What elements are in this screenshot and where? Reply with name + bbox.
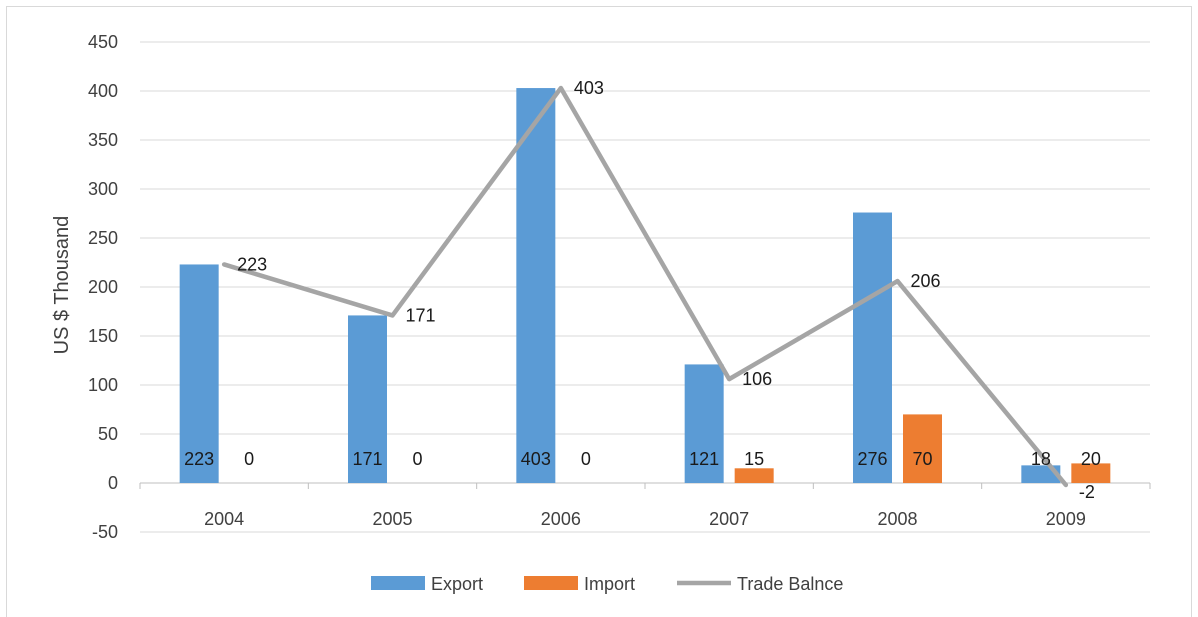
y-tick-label: -50 [92,522,118,542]
x-tick-label: 2008 [877,509,917,529]
bar-export [853,212,892,483]
y-tick-label: 400 [88,81,118,101]
x-tick-label: 2005 [372,509,412,529]
y-tick-label: 0 [108,473,118,493]
legend-label: Trade Balnce [737,574,843,594]
bar-data-label: 171 [352,449,382,469]
bar-data-label: 276 [857,449,887,469]
x-tick-label: 2004 [204,509,244,529]
bar-export [516,88,556,483]
line-data-label: 403 [574,78,604,98]
bar-export [179,264,219,483]
legend-swatch [371,576,425,590]
x-tick-label: 2009 [1046,509,1086,529]
bar-data-label: 0 [581,449,591,469]
bar-data-label: 15 [744,449,764,469]
legend-item-export: Export [371,574,483,594]
line-data-label: 206 [911,271,941,291]
legend-item-import: Import [524,574,635,594]
y-tick-label: 300 [88,179,118,199]
x-tick-label: 2006 [541,509,581,529]
legend-swatch [524,576,578,590]
line-data-label: 223 [237,254,267,274]
y-tick-label: 150 [88,326,118,346]
bar-data-label: 121 [689,449,719,469]
legend-label: Export [431,574,483,594]
legend-label: Import [584,574,635,594]
line-data-label: 106 [742,369,772,389]
bar-data-label: 0 [412,449,422,469]
line-series [221,85,1069,488]
gridlines [140,41,1150,533]
bar-data-label: 403 [521,449,551,469]
data-labels: 223 171 403 121 276 18 0 0 0 15 70 20 223 171 403 106 20… [184,78,1101,502]
legend: Export Import Trade Balnce [371,574,843,594]
x-axis: 2004 2005 2006 2007 2008 2009 [139,482,1151,529]
bar-export [348,315,387,483]
bar-data-label: 70 [912,449,932,469]
bar-import [734,468,774,483]
bar-data-label: 20 [1081,449,1101,469]
bar-import [1071,463,1111,483]
legend-item-trade-balnce: Trade Balnce [677,574,843,594]
y-tick-label: 450 [88,32,118,52]
trade-balance-line [221,85,1069,488]
y-tick-label: 100 [88,375,118,395]
line-data-label: -2 [1079,482,1095,502]
y-tick-labels: -50 0 50 100 150 200 250 300 350 400 450 [88,32,118,542]
bar-data-label: 18 [1031,449,1051,469]
y-axis-label: US $ Thousand [51,216,73,355]
y-tick-label: 50 [98,424,118,444]
y-tick-label: 200 [88,277,118,297]
line-data-label: 171 [406,305,436,325]
bar-marks [179,88,1111,483]
x-tick-label: 2007 [709,509,749,529]
bar-export [684,364,724,483]
bar-data-label: 0 [244,449,254,469]
y-tick-label: 250 [88,228,118,248]
bar-import [903,414,942,483]
y-tick-label: 350 [88,130,118,150]
bar-data-label: 223 [184,449,214,469]
